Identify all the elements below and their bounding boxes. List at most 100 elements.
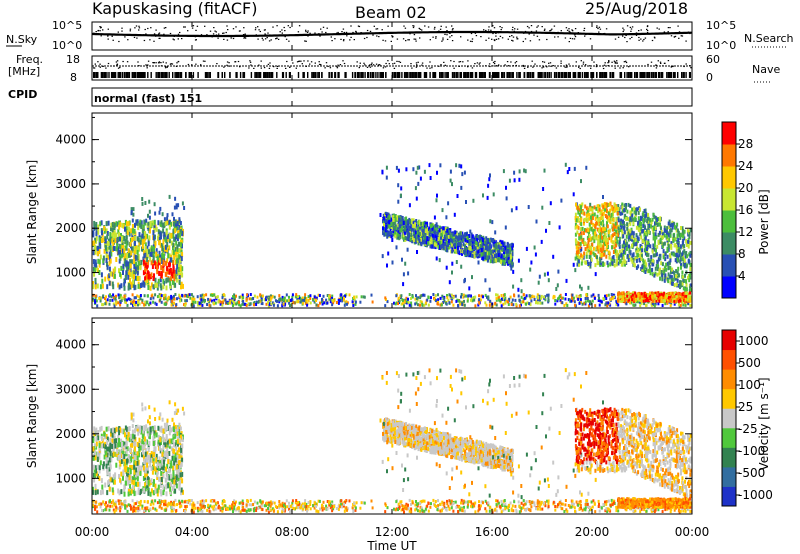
nsearch-dot [583,27,586,29]
nsearch-dot [360,32,362,34]
power-cell [455,163,458,168]
nsearch-dot [212,33,215,35]
nsearch-dot [485,39,487,41]
power-cell [515,206,518,211]
power-cell [431,228,434,233]
power-cell [441,208,444,213]
power-cell [529,267,532,272]
nave-bar [318,72,320,78]
power-cell [148,215,151,220]
nsearch-dot [500,29,502,31]
power-cell [520,289,523,294]
power-cell [430,232,433,237]
power-cell [278,300,281,304]
power-cell [291,293,294,297]
freq-dot [399,61,402,63]
power-cell [158,210,161,215]
power-cell [462,234,465,239]
nsearch-dot [451,25,453,27]
power-cell [649,244,652,249]
power-cell [495,298,498,302]
power-cell [189,296,192,300]
power-cell [190,293,193,297]
nave-bar [134,72,136,78]
power-cell [101,303,104,307]
nave-bar [395,72,397,78]
power-cell [141,300,144,304]
nsearch-dot [630,28,633,30]
power-cell [335,301,338,304]
power-cell [122,223,125,229]
power-cell [656,259,659,264]
power-cell [192,297,195,301]
power-cell [400,193,402,198]
power-cell [96,251,99,257]
nsearch-dot [512,36,515,38]
nsearch-dot [414,38,417,40]
power-cell [115,294,117,298]
power-cell [155,226,158,232]
power-cell [536,293,539,297]
nave-bar [189,72,191,78]
power-cell [659,256,662,261]
power-cell [108,280,111,286]
power-cell [166,242,169,247]
nsearch-dot [646,25,649,27]
power-cell [505,185,507,190]
power-cell [395,245,398,250]
power-cell [401,302,404,306]
power-cell [515,302,518,306]
power-cell [457,237,460,241]
power-cell [170,254,173,260]
power-cell [158,240,161,246]
power-cell [578,262,581,267]
power-cell [438,232,441,237]
power-cell [502,169,505,174]
nsearch-dot [177,38,179,40]
nave-bar [602,72,604,78]
power-cell [242,299,245,303]
power-cell [461,251,463,256]
nsearch-dot [226,39,229,41]
power-cell [162,223,165,229]
nave-bar [361,72,363,78]
nsearch-dot [298,25,301,27]
power-cell [164,303,167,306]
power-cell [130,228,133,234]
power-cell [388,220,391,225]
nsearch-dot [195,35,198,37]
power-cell [167,220,170,226]
nsearch-dot [614,38,617,40]
nsearch-dot [549,30,551,32]
nsearch-dot [673,36,676,38]
power-cell [93,271,96,277]
freq-dot [327,65,329,67]
power-cell [98,296,101,300]
power-cell [442,230,445,235]
nsearch-dot [136,37,138,39]
power-cell [633,210,636,215]
power-cell [651,302,654,306]
power-cell [447,234,450,239]
power-cell [168,194,171,199]
nsearch-dot [369,32,372,35]
power-cell [458,163,461,168]
freq-dot [145,64,147,66]
freq-dot [410,63,412,65]
power-cell [627,228,630,233]
power-cell [141,243,144,249]
power-cell [387,251,390,256]
nsearch-dot [452,28,454,30]
power-cell [132,279,134,285]
power-cell [159,298,162,302]
power-cell [462,295,465,299]
power-cell [109,245,112,251]
power-cell [484,240,487,245]
power-cell [282,302,285,306]
power-cell [139,294,142,297]
power-cell [437,293,439,297]
power-cell [301,296,304,300]
nave-bar [652,72,654,78]
power-cell [466,236,469,240]
nave-bar [611,72,613,78]
